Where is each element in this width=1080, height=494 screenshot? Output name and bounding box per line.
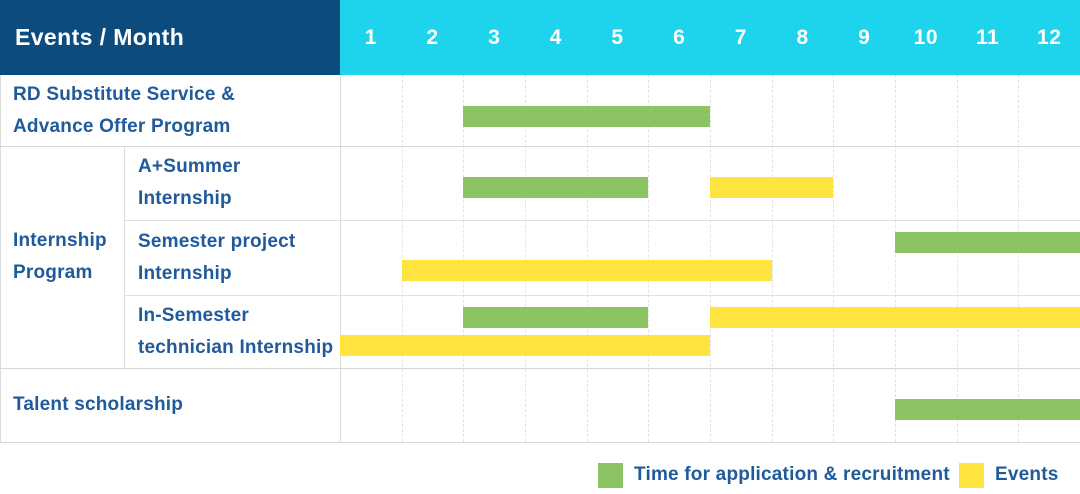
grid-vline xyxy=(340,75,341,442)
month-label-2: 2 xyxy=(426,25,439,49)
event-bar xyxy=(710,307,1080,328)
grid-vline xyxy=(771,75,773,442)
grid-vline xyxy=(710,75,711,442)
application-bar xyxy=(463,106,710,127)
grid-vline xyxy=(124,146,125,368)
yellow-swatch-icon xyxy=(959,462,984,488)
row-label-rd-substitute: RD Substitute Service & Advance Offer Pr… xyxy=(13,83,236,137)
page-title: Events / Month xyxy=(15,24,185,50)
grid-vline xyxy=(525,75,526,442)
group-label-internship-program: Internship Program xyxy=(13,230,107,283)
grid-hline xyxy=(0,368,1080,369)
grid-vline xyxy=(586,75,588,442)
grid-vline xyxy=(956,75,958,442)
grid-hline xyxy=(124,295,1080,296)
event-bar xyxy=(401,260,772,281)
grid-hline xyxy=(124,220,1080,221)
month-label-10: 10 xyxy=(913,25,939,49)
event-bar xyxy=(340,335,710,356)
legend-item-events: Events xyxy=(959,462,1059,488)
legend-label: Events xyxy=(995,464,1059,485)
row-label-in-semester-technician: In-Semester technician Internship xyxy=(138,304,334,358)
month-label-1: 1 xyxy=(364,25,377,49)
month-label-4: 4 xyxy=(549,25,562,49)
application-bar xyxy=(463,177,649,198)
grid-hline xyxy=(0,146,1080,147)
green-swatch-icon xyxy=(598,462,623,488)
grid-vline xyxy=(463,75,465,442)
application-bar xyxy=(463,307,649,328)
row-label-talent-scholarship: Talent scholarship xyxy=(13,394,184,415)
month-axis-header: 1 2 3 4 5 6 7 8 9 10 11 12 xyxy=(340,0,1080,75)
grid-vline xyxy=(1018,75,1020,442)
month-label-12: 12 xyxy=(1037,25,1062,49)
grid-vline xyxy=(0,75,1,442)
month-label-6: 6 xyxy=(673,25,686,49)
application-bar xyxy=(895,232,1080,253)
month-label-3: 3 xyxy=(488,25,501,49)
grid-vline xyxy=(895,75,896,442)
month-label-8: 8 xyxy=(796,25,809,49)
month-label-5: 5 xyxy=(611,25,624,49)
legend-label: Time for application & recruitment xyxy=(634,464,950,485)
application-bar xyxy=(895,399,1080,420)
month-label-9: 9 xyxy=(858,25,871,49)
row-label-a-plus-summer: A+Summer Internship xyxy=(138,156,241,209)
grid-hline xyxy=(0,442,1080,443)
events-month-header-cell: Events / Month xyxy=(0,0,340,75)
grid-vline xyxy=(401,75,403,442)
grid-vline xyxy=(833,75,835,442)
event-bar xyxy=(710,177,834,198)
month-label-7: 7 xyxy=(734,25,747,49)
row-label-semester-project: Semester project Internship xyxy=(138,230,296,284)
month-label-11: 11 xyxy=(975,25,1000,49)
grid-vline xyxy=(648,75,650,442)
legend-item-application: Time for application & recruitment xyxy=(598,462,950,488)
